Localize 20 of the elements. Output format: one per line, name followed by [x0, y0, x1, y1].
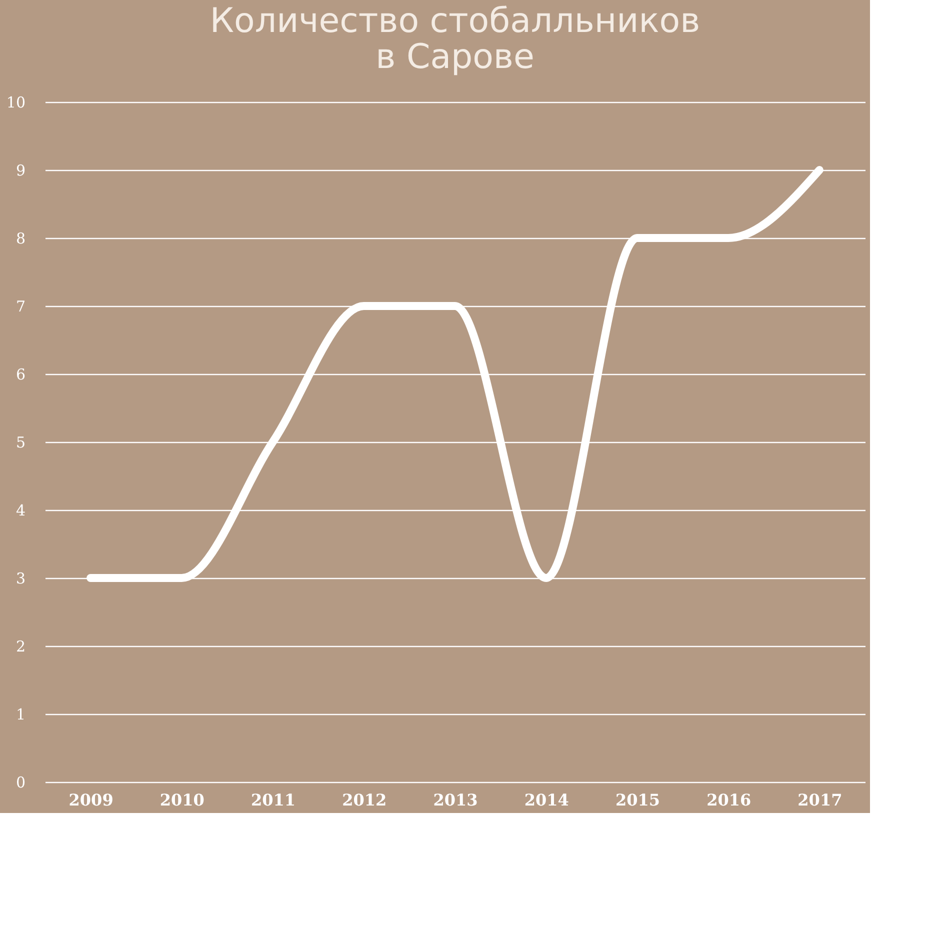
x-tick-label: 2016	[706, 790, 752, 810]
y-tick-label: 1	[16, 706, 26, 724]
y-tick-label: 2	[16, 638, 26, 656]
y-tick-label: 8	[16, 230, 26, 248]
y-tick-label: 5	[16, 434, 26, 452]
x-tick-label: 2017	[798, 790, 842, 810]
x-tick-label: 2013	[433, 790, 478, 810]
x-tick-label: 2009	[68, 790, 114, 810]
y-tick-label: 7	[16, 298, 26, 316]
x-tick-label: 2015	[615, 790, 660, 810]
y-tick-label: 10	[6, 94, 26, 112]
x-tick-label: 2010	[160, 790, 204, 810]
x-tick-label: 2012	[342, 790, 387, 810]
y-tick-label: 6	[16, 366, 26, 384]
y-tick-label: 4	[16, 502, 26, 520]
x-tick-label: 2011	[251, 790, 296, 810]
y-tick-label: 3	[16, 570, 26, 588]
y-tick-label: 0	[16, 774, 26, 792]
y-tick-label: 9	[16, 162, 26, 180]
x-tick-label: 2014	[524, 790, 569, 810]
